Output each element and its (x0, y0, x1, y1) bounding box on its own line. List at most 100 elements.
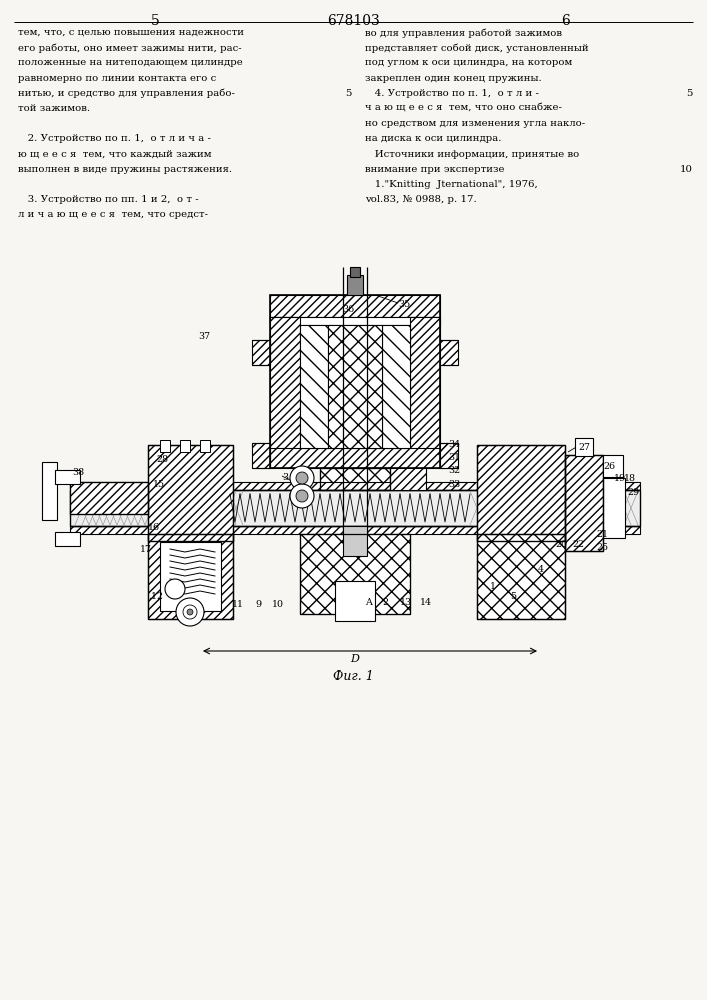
Bar (300, 325, 328, 448)
Text: 1."Knitting  Jternational", 1976,: 1."Knitting Jternational", 1976, (365, 180, 538, 189)
Bar (575, 438, 593, 456)
Text: 2: 2 (382, 598, 388, 607)
Text: равномерно по линии контакта его с: равномерно по линии контакта его с (18, 74, 216, 83)
Circle shape (296, 472, 308, 484)
Text: 14: 14 (420, 598, 432, 607)
Text: 38: 38 (72, 468, 84, 477)
Bar (300, 534, 410, 614)
Bar (270, 317, 440, 325)
Text: 17: 17 (140, 545, 152, 554)
Text: 32: 32 (448, 466, 460, 475)
Bar (350, 267, 360, 277)
Text: 33: 33 (448, 480, 460, 489)
Text: 18: 18 (624, 474, 636, 483)
Text: 3: 3 (282, 473, 288, 482)
Text: 6: 6 (561, 14, 569, 28)
Text: 21: 21 (596, 530, 608, 539)
Text: 22: 22 (572, 540, 584, 549)
Bar (603, 478, 625, 538)
Bar (200, 440, 210, 452)
Bar (440, 340, 458, 365)
Bar (477, 534, 565, 619)
Text: внимание при экспертизе: внимание при экспертизе (365, 165, 505, 174)
Text: 27: 27 (578, 443, 590, 452)
Bar (252, 340, 270, 365)
Bar (252, 443, 270, 468)
Circle shape (183, 605, 197, 619)
Text: нитью, и средство для управления рабо-: нитью, и средство для управления рабо- (18, 89, 235, 98)
Text: той зажимов.: той зажимов. (18, 104, 90, 113)
Bar (565, 455, 603, 551)
Circle shape (165, 579, 185, 599)
Bar (603, 455, 623, 477)
Text: 25: 25 (596, 543, 608, 552)
Bar (390, 468, 426, 490)
Text: 1: 1 (490, 582, 496, 591)
Text: 5: 5 (346, 89, 352, 98)
Text: 4. Устройство по п. 1,  о т л и -: 4. Устройство по п. 1, о т л и - (365, 89, 539, 98)
Bar (148, 534, 233, 619)
Bar (410, 317, 440, 460)
Bar (320, 468, 390, 490)
Text: vol.83, № 0988, р. 17.: vol.83, № 0988, р. 17. (365, 195, 477, 204)
Bar (565, 455, 603, 551)
Text: Источники информации, принятые во: Источники информации, принятые во (365, 150, 579, 159)
Bar (148, 534, 233, 619)
Text: A: A (365, 598, 372, 607)
Circle shape (176, 598, 204, 626)
Bar (160, 440, 170, 452)
Bar (270, 295, 440, 468)
Text: 5: 5 (686, 89, 693, 98)
Bar (180, 440, 190, 452)
Text: 34: 34 (448, 440, 460, 449)
Text: выполнен в виде пружины растяжения.: выполнен в виде пружины растяжения. (18, 165, 232, 174)
Text: .12: .12 (148, 592, 163, 601)
Bar (55, 470, 80, 484)
Bar (270, 295, 440, 317)
Text: 31: 31 (448, 453, 460, 462)
Text: 19: 19 (614, 474, 626, 483)
Text: 37: 37 (198, 332, 210, 341)
Bar (270, 317, 300, 460)
Bar (477, 445, 565, 541)
Bar (42, 462, 57, 520)
Text: 10: 10 (272, 600, 284, 609)
Text: 28: 28 (156, 455, 168, 464)
Bar (70, 490, 640, 526)
Text: D: D (351, 654, 359, 664)
Bar (382, 325, 410, 448)
Bar (148, 445, 233, 541)
Text: но средством для изменения угла накло-: но средством для изменения угла накло- (365, 119, 585, 128)
Bar (440, 443, 458, 468)
Text: 11: 11 (232, 600, 244, 609)
Bar (300, 534, 410, 614)
Bar (343, 526, 367, 556)
Bar (270, 448, 440, 468)
Text: 36: 36 (342, 305, 354, 314)
Text: Фиг. 1: Фиг. 1 (333, 670, 374, 683)
Bar (477, 534, 565, 619)
Circle shape (296, 490, 308, 502)
Bar (343, 295, 367, 468)
Bar (477, 445, 565, 541)
Bar (70, 482, 148, 514)
Text: 26: 26 (603, 462, 615, 471)
Bar (70, 526, 640, 534)
Text: 5: 5 (510, 592, 516, 601)
Text: ч а ю щ е е с я  тем, что оно снабже-: ч а ю щ е е с я тем, что оно снабже- (365, 104, 562, 113)
Text: представляет собой диск, установленный: представляет собой диск, установленный (365, 43, 589, 53)
Text: 20: 20 (555, 540, 567, 549)
Bar (70, 482, 640, 490)
Bar (70, 482, 148, 514)
Text: тем, что, с целью повышения надежности: тем, что, с целью повышения надежности (18, 28, 244, 37)
Text: его работы, оно имеет зажимы нити, рас-: его работы, оно имеет зажимы нити, рас- (18, 43, 242, 53)
Text: положенные на нитеподающем цилиндре: положенные на нитеподающем цилиндре (18, 58, 243, 67)
Text: 2. Устройство по п. 1,  о т л и ч а -: 2. Устройство по п. 1, о т л и ч а - (18, 134, 211, 143)
Bar (335, 581, 375, 621)
Text: 13: 13 (400, 598, 412, 607)
Text: 4: 4 (538, 565, 544, 574)
Text: 678103: 678103 (327, 14, 380, 28)
Text: 9: 9 (255, 600, 261, 609)
Text: во для управления работой зажимов: во для управления работой зажимов (365, 28, 562, 37)
Bar (160, 542, 221, 611)
